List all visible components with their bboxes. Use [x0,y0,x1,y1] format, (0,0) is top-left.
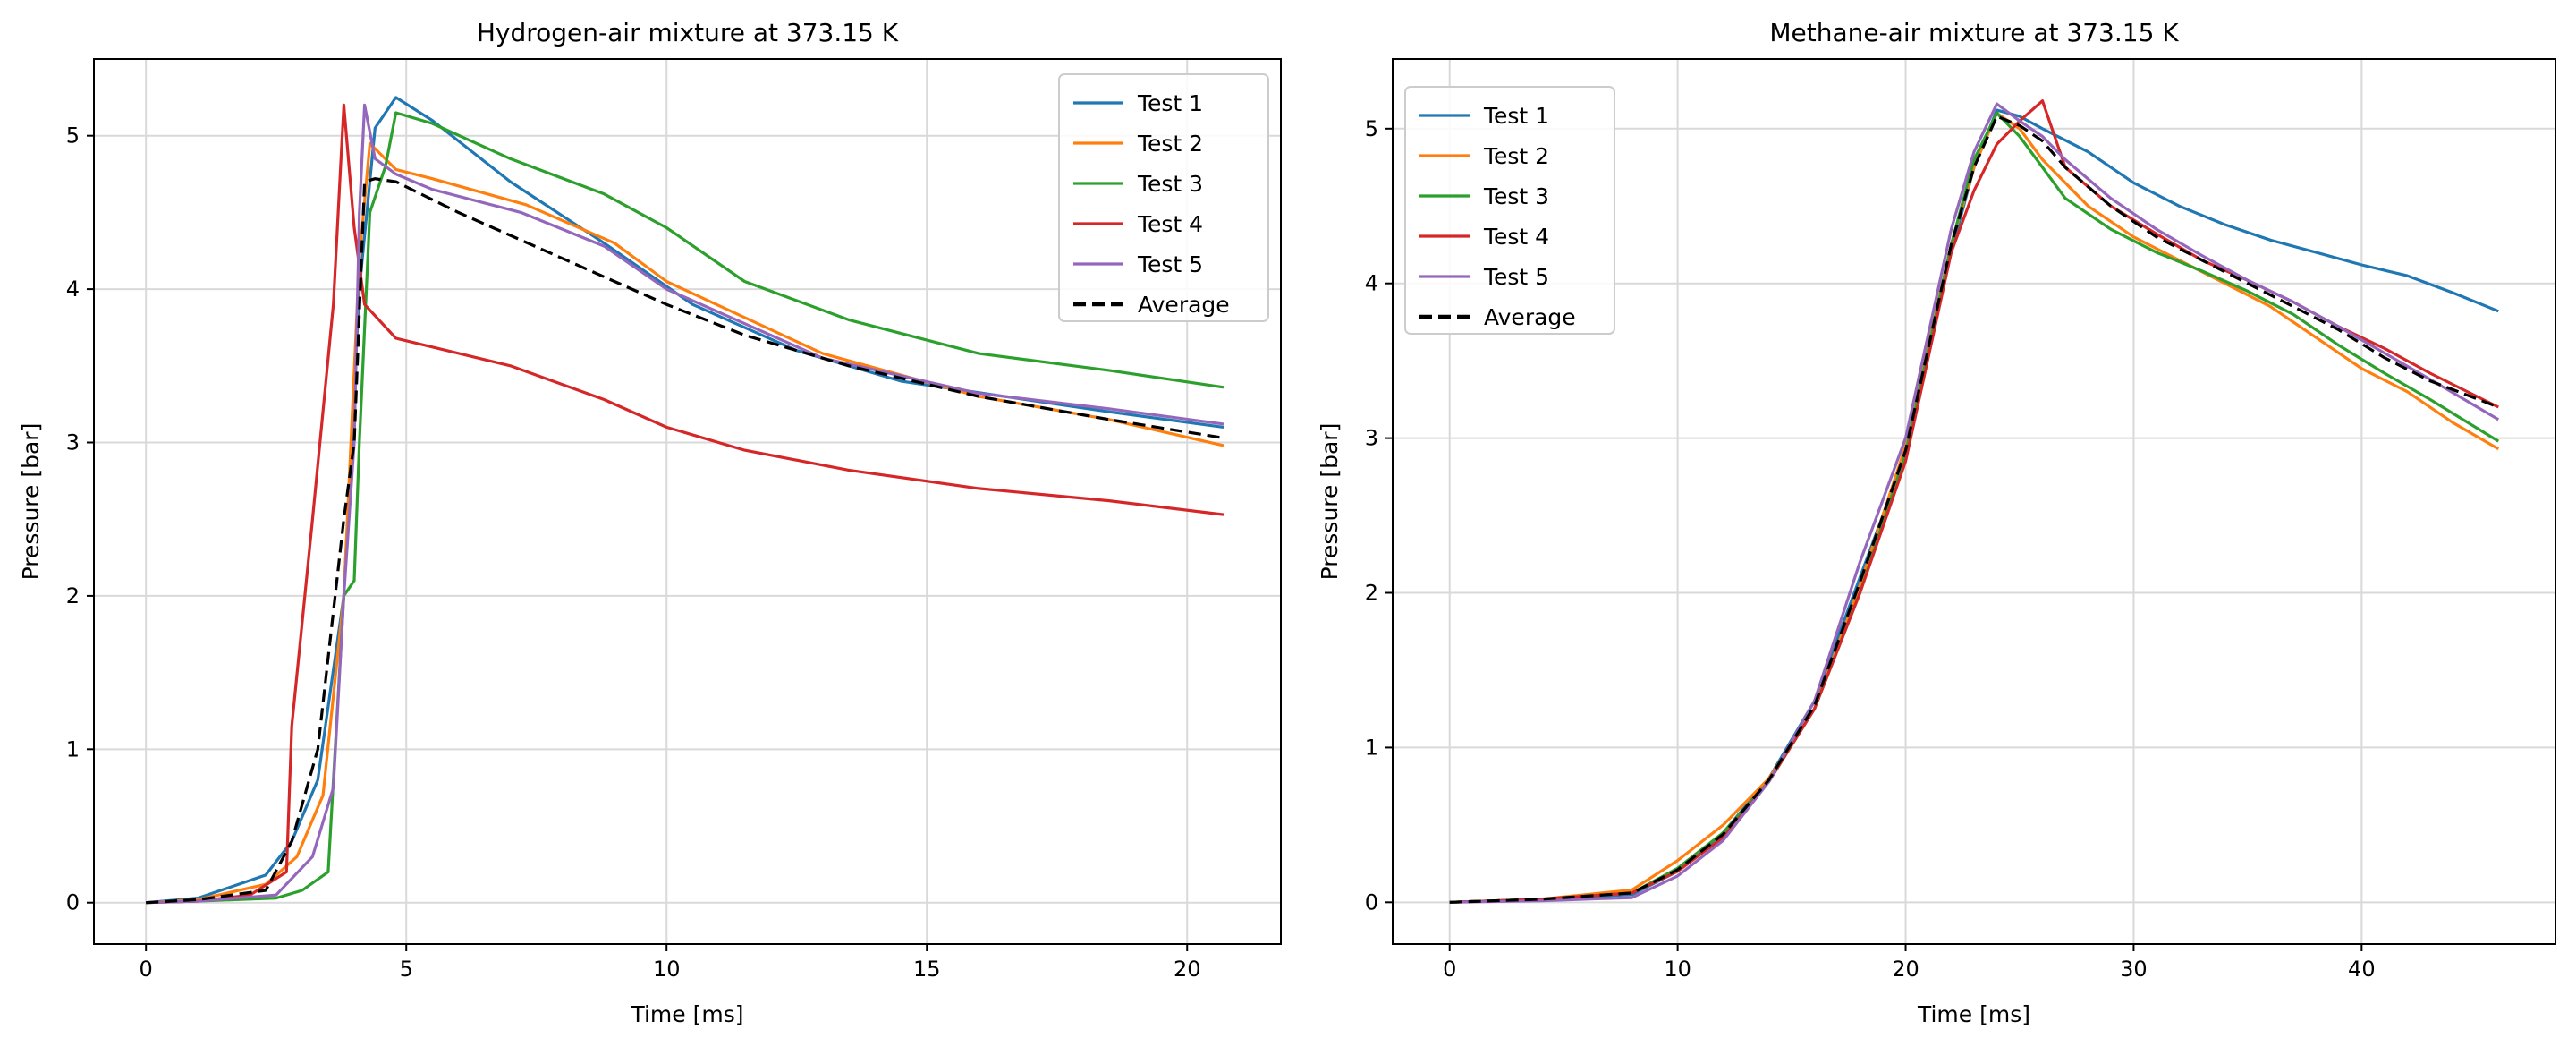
y-tick-label: 0 [66,890,80,915]
legend-box [1404,86,1615,335]
y-tick-label: 1 [1365,735,1378,760]
axes-frame [1392,58,2556,945]
legend-label: Test 3 [1483,183,1549,209]
x-axis-label: Time [ms] [630,1001,743,1027]
legend-label: Test 4 [1483,224,1549,250]
y-tick-label: 4 [1365,271,1378,296]
legend-box [1058,73,1269,322]
x-tick-label: 30 [2120,957,2148,982]
series-line-average [1449,115,2499,904]
y-tick-label: 0 [1365,889,1378,915]
legend-label: Average [1138,292,1230,318]
x-tick-label: 0 [140,957,153,982]
y-tick-label: 5 [1365,116,1378,141]
legend-label: Test 2 [1483,143,1549,169]
y-tick-label: 3 [1365,426,1378,451]
axes-frame [93,58,1282,945]
x-tick-label: 0 [1443,957,1456,982]
legend: Test 1 Test 2 Test 3 Test 4 Test 5 Average [1058,73,1269,322]
series-line-test-5 [1449,102,2500,904]
series-line-test-4 [146,103,1224,905]
legend-label: Test 2 [1137,131,1203,157]
series-group [1449,99,2500,904]
y-axis-label: Pressure [bar] [1317,423,1343,581]
chart-methane: 0 10 20 30 40 0 1 2 3 4 5 Methane-air mixture at 37… [1317,18,2556,1027]
x-tick-label: 10 [1664,957,1691,982]
x-tick-label: 15 [913,957,941,982]
x-tick-label: 20 [1892,957,1919,982]
legend-label: Test 5 [1483,264,1549,290]
y-tick-label: 5 [66,123,80,149]
y-tick-label: 2 [66,583,80,608]
legend-label: Test 4 [1137,211,1203,237]
x-tick-label: 5 [400,957,413,982]
legend-label: Test 1 [1137,90,1203,116]
legend-label: Test 1 [1483,103,1549,129]
y-axis-label: Pressure [bar] [18,423,44,581]
legend-label: Average [1484,304,1576,330]
chart-title: Hydrogen-air mixture at 373.15 K [477,18,899,47]
legend: Test 1 Test 2 Test 3 Test 4 Test 5 Average [1404,86,1615,335]
series-group [146,96,1224,905]
chart-hydrogen: 0 5 10 15 20 0 1 2 3 4 5 Hydrogen-air mixture at 37… [18,18,1282,1027]
y-tick-label: 2 [1365,581,1378,606]
series-line-test-3 [146,111,1224,905]
x-tick-label: 40 [2348,957,2376,982]
x-tick-label: 20 [1174,957,1201,982]
y-tick-label: 1 [66,736,80,761]
y-tick-label: 3 [66,430,80,455]
legend-label: Test 3 [1137,171,1203,197]
legend-label: Test 5 [1137,251,1203,277]
y-tick-label: 4 [66,277,80,302]
x-tick-label: 10 [653,957,681,982]
chart-title: Methane-air mixture at 373.15 K [1769,18,2179,47]
x-axis-label: Time [ms] [1917,1001,2030,1027]
